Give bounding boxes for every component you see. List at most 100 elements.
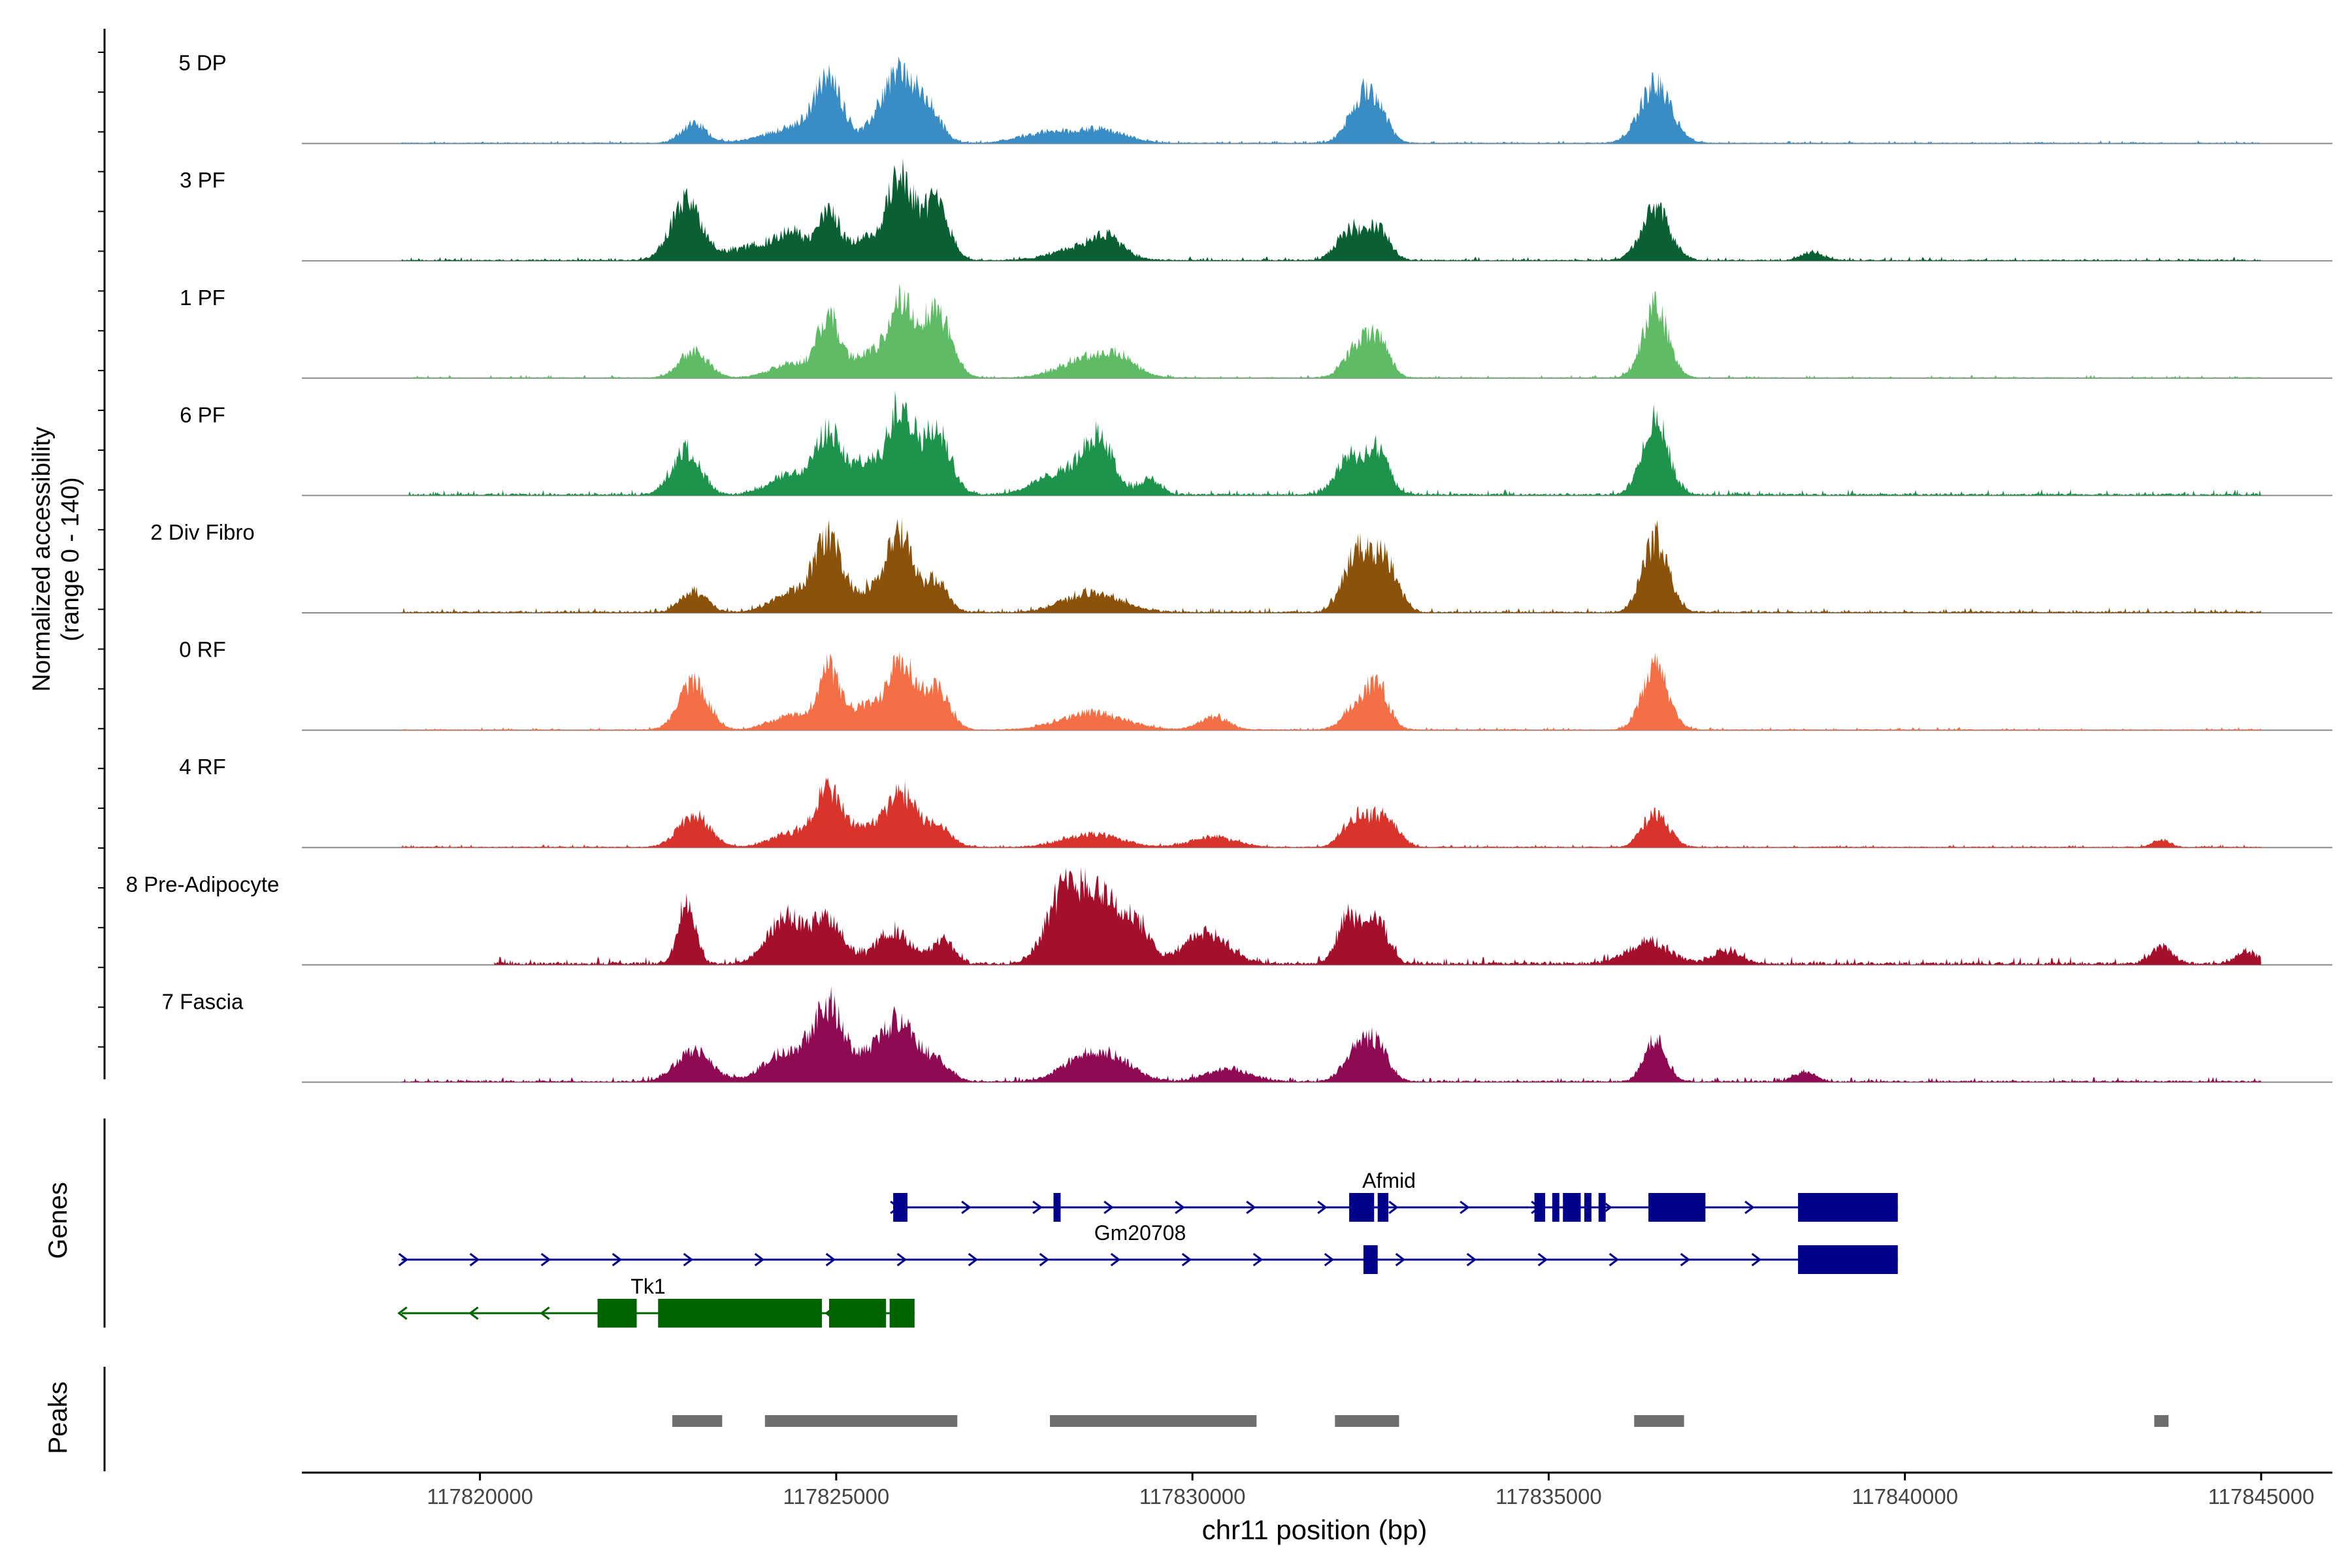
exon [889,1299,915,1328]
strand-arrow-icon [1032,1200,1043,1215]
exon [658,1299,823,1328]
strand-arrow-icon [754,1252,765,1267]
exon [1053,1193,1061,1222]
gene-gm20708: Gm20708 [398,1221,1898,1274]
peak-region [764,1415,958,1427]
x-tick-label: 117820000 [427,1484,533,1509]
exon [1798,1245,1898,1274]
x-tick-label: 117830000 [1139,1484,1246,1509]
x-tick-label: 117835000 [1495,1484,1602,1509]
track-label: 5 DP [178,51,226,75]
track-3-pf: 3 PF [180,158,2332,262]
strand-arrow-icon [397,1306,408,1320]
strand-arrow-icon [540,1252,551,1267]
strand-arrow-icon [683,1252,694,1267]
coverage-area [494,867,2261,965]
exon [1598,1193,1606,1222]
gene-name-label: Gm20708 [1094,1221,1186,1245]
coverage-area [408,284,2261,378]
exon [1563,1193,1581,1222]
strand-arrow-icon [1609,1252,1620,1267]
exon [1363,1245,1378,1274]
strand-arrow-icon [612,1252,623,1267]
track-label: 2 Div Fibro [150,520,255,544]
strand-arrow-icon [540,1306,550,1320]
gene-name-label: Afmid [1362,1169,1416,1192]
coverage-area [401,651,2261,730]
track-label: 4 RF [179,755,226,779]
track-label: 1 PF [180,286,225,310]
exon [1798,1193,1898,1222]
exon [1534,1193,1545,1222]
exon [597,1299,637,1328]
exon [1648,1193,1706,1222]
strand-arrow-icon [1388,1200,1399,1215]
peak-region [1050,1415,1257,1427]
y-axis-label-line2: (range 0 - 140) [57,477,84,641]
strand-arrow-icon [1460,1200,1470,1215]
exon [1377,1193,1389,1222]
strand-arrow-icon [825,1252,836,1267]
x-tick-label: 117825000 [783,1484,890,1509]
strand-arrow-icon [398,1252,409,1267]
strand-arrow-icon [1252,1252,1264,1267]
strand-arrow-icon [1317,1200,1328,1215]
track-0-rf: 0 RF [179,638,2332,731]
peak-region [1335,1415,1399,1427]
exon [1552,1193,1560,1222]
strand-arrow-icon [1395,1252,1406,1267]
gene-annotation-panel: Afmid Gm20708 Tk1 [397,1169,1898,1328]
coverage-area [401,56,2261,144]
track-label: 3 PF [180,168,225,192]
peak-region [672,1415,723,1427]
strand-arrow-icon [1680,1252,1691,1267]
x-tick-label: 117840000 [1852,1484,1958,1509]
strand-arrow-icon [469,1252,480,1267]
peak-region [1634,1415,1684,1427]
gene-tk1: Tk1 [397,1275,915,1328]
track-1-pf: 1 PF [180,284,2332,379]
exon [828,1299,887,1328]
track-label: 8 Pre-Adipocyte [126,872,280,896]
gene-afmid: Afmid [890,1169,1898,1222]
peaks-panel-label: Peaks [44,1381,73,1454]
track-8-pre-adipocyte: 8 Pre-Adipocyte [126,867,2332,966]
strand-arrow-icon [1103,1200,1114,1215]
strand-arrow-icon [1246,1200,1256,1215]
strand-arrow-icon [896,1252,907,1267]
track-4-rf: 4 RF [179,755,2332,849]
track-5-dp: 5 DP [178,51,2332,144]
coverage-area [401,777,2261,848]
coverage-area [401,158,2261,261]
peaks-panel [672,1415,2169,1427]
track-2-div-fibro: 2 Div Fibro [150,517,2332,613]
gene-name-label: Tk1 [630,1275,665,1298]
track-label: 7 Fascia [162,989,244,1013]
coverage-tracks: 5 DP 3 PF 1 PF 6 PF 2 Div Fibro 0 RF 4 RF 8 Pre… [126,51,2332,1083]
strand-arrow-icon [1181,1252,1192,1267]
strand-arrow-icon [1175,1200,1185,1215]
strand-arrow-icon [468,1306,479,1320]
track-7-fascia: 7 Fascia [162,986,2332,1083]
x-axis: 117820000 117825000 117830000 117835000 1178… [98,29,2332,1509]
strand-arrow-icon [1466,1252,1477,1267]
strand-arrow-icon [1324,1252,1335,1267]
exon [1349,1193,1375,1222]
strand-arrow-icon [961,1200,972,1215]
coverage-area [401,517,2261,613]
coverage-area [408,390,2261,496]
track-label: 6 PF [180,402,225,427]
strand-arrow-icon [968,1252,979,1267]
strand-arrow-icon [1537,1252,1548,1267]
strand-arrow-icon [1744,1200,1755,1215]
genes-panel-label: Genes [44,1182,73,1259]
exon [893,1193,907,1222]
peak-region [2154,1415,2169,1427]
y-axis-label-line1: Normalized accessibility [28,427,56,691]
x-axis-title: chr11 position (bp) [1202,1514,1428,1545]
coverage-area [401,986,2261,1083]
strand-arrow-icon [1039,1252,1050,1267]
track-label: 0 RF [179,638,226,662]
track-6-pf: 6 PF [180,390,2332,497]
